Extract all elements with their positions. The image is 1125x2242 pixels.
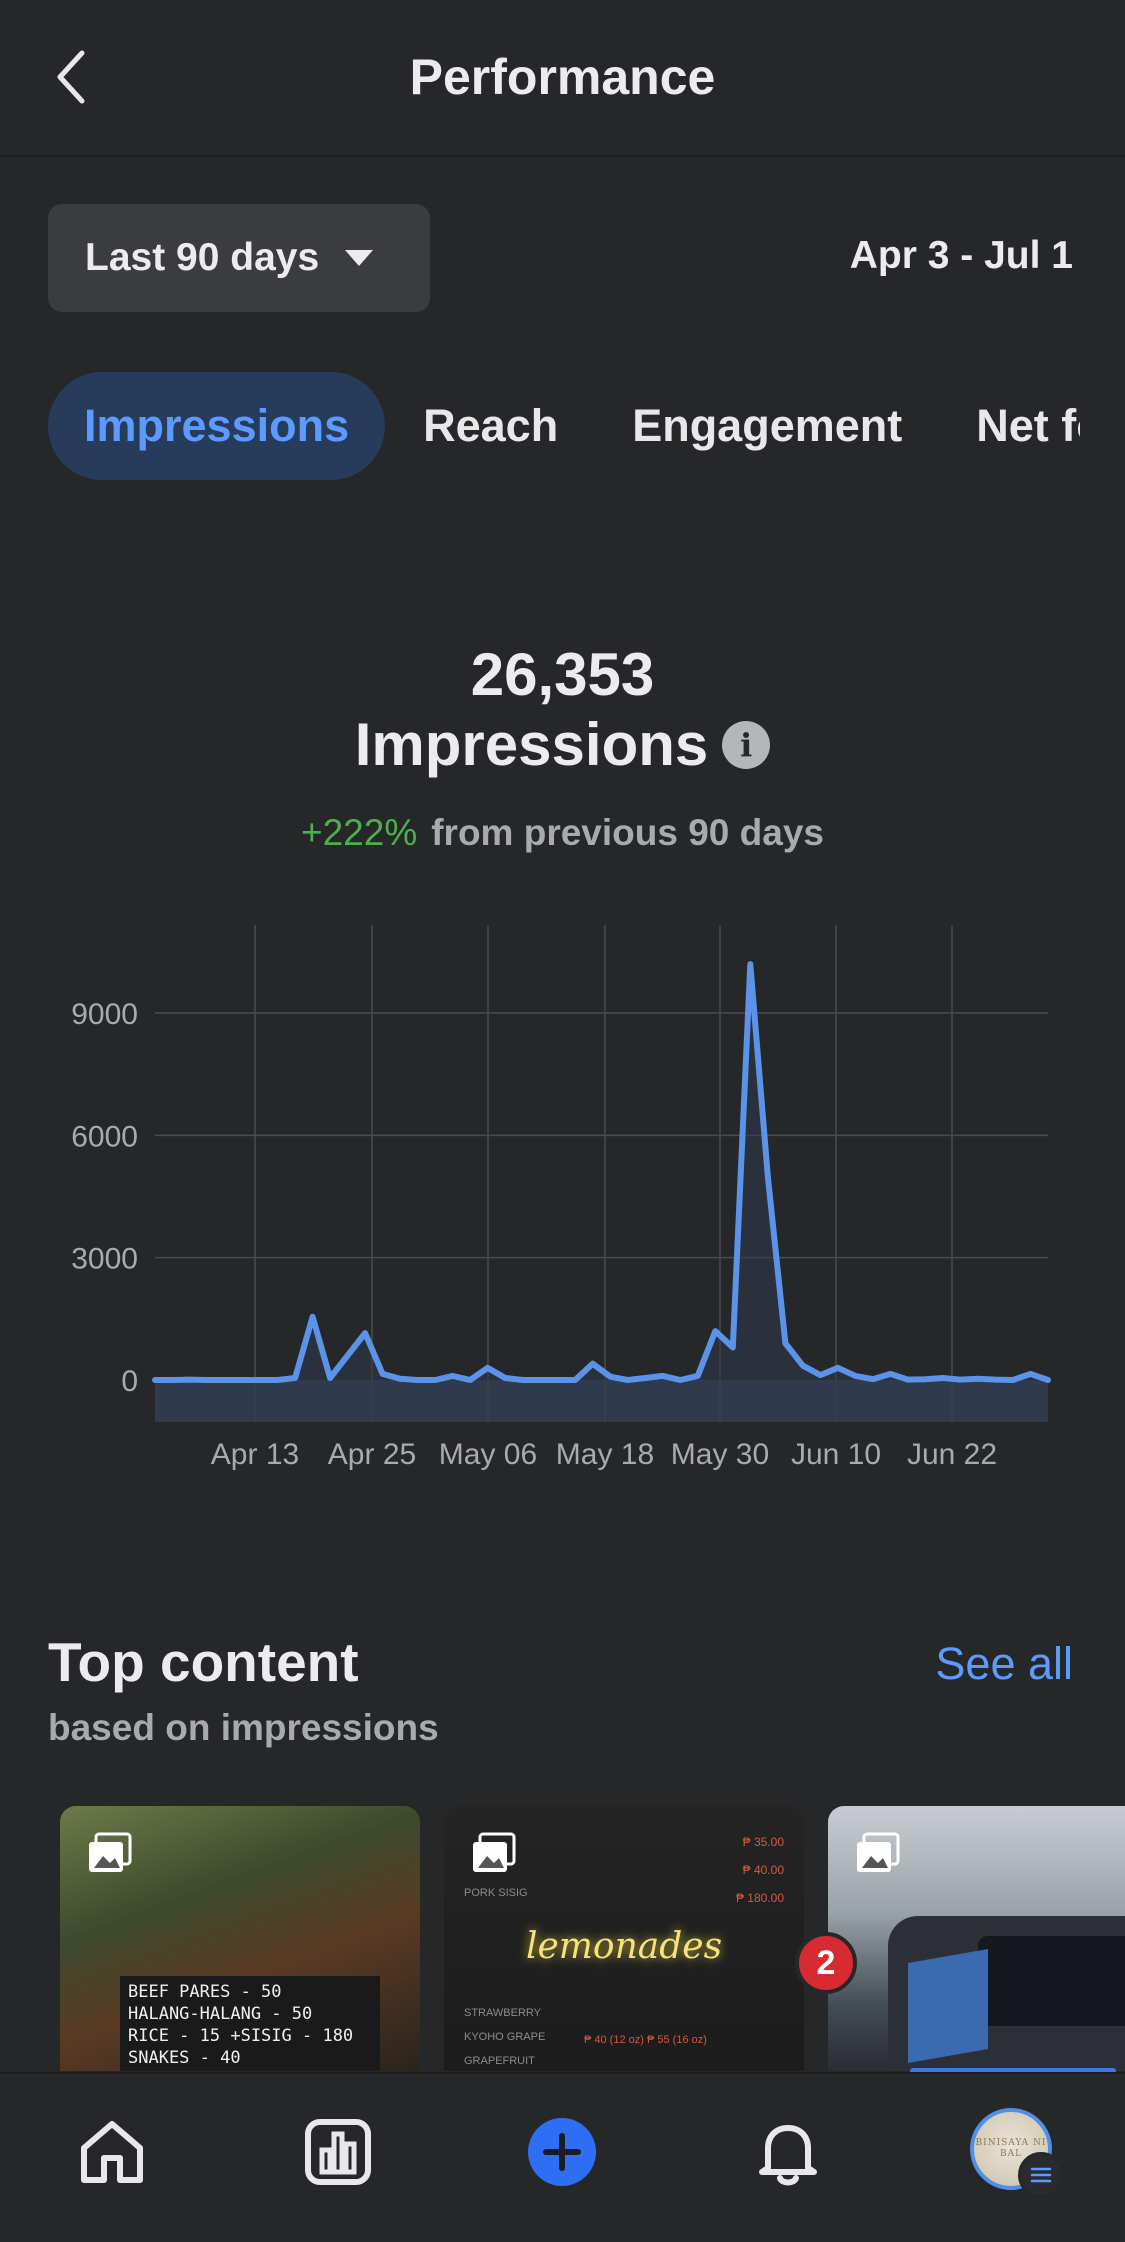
notification-badge: 2 bbox=[795, 1932, 857, 1994]
section-subtitle: based on impressions bbox=[48, 1707, 439, 1749]
bottom-nav bbox=[0, 2072, 1125, 2242]
section-title: Top content bbox=[48, 1630, 359, 1694]
create-icon bbox=[524, 2114, 600, 2190]
menu-icon[interactable] bbox=[1018, 2152, 1064, 2198]
x-tick-label: Apr 13 bbox=[211, 1438, 299, 1471]
date-range-label: Last 90 days bbox=[85, 236, 319, 280]
change-percent: +222% bbox=[301, 812, 417, 853]
card-line: HALANG-HALANG - 50 bbox=[128, 2003, 353, 2025]
card-line: RICE - 15 +SISIG - 180 bbox=[128, 2025, 353, 2047]
header: Performance bbox=[0, 0, 1125, 157]
nav-home[interactable] bbox=[72, 2112, 152, 2192]
top-content-carousel: BEEF PARES - 50 HALANG-HALANG - 50 RICE … bbox=[60, 1806, 1125, 2071]
x-tick-label: Apr 25 bbox=[328, 1438, 416, 1471]
date-range-dropdown[interactable]: Last 90 days bbox=[48, 204, 430, 312]
tab-impressions[interactable]: Impressions bbox=[48, 372, 385, 480]
card-text: BEEF PARES - 50 HALANG-HALANG - 50 RICE … bbox=[128, 1981, 353, 2069]
card-line: KYOHO GRAPE bbox=[464, 2025, 545, 2049]
content-card[interactable]: PORK SISIG ₱ 35.00 ₱ 40.00 ₱ 180.00 lemo… bbox=[444, 1806, 804, 2071]
page-title: Performance bbox=[0, 48, 1125, 106]
impressions-label: Impressions bbox=[355, 710, 708, 779]
card-menu-left: PORK SISIG bbox=[464, 1881, 528, 1905]
date-range-text: Apr 3 - Jul 1 bbox=[850, 234, 1073, 278]
home-icon bbox=[74, 2114, 150, 2190]
caret-down-icon bbox=[345, 250, 373, 266]
y-tick-label: 9000 bbox=[71, 998, 138, 1031]
y-tick-label: 3000 bbox=[71, 1243, 138, 1276]
photo-post-icon bbox=[470, 1830, 518, 1876]
change-text: from previous 90 days bbox=[431, 812, 824, 853]
x-tick-label: Jun 22 bbox=[907, 1438, 997, 1471]
photo-post-icon bbox=[854, 1830, 902, 1876]
info-icon[interactable]: i bbox=[722, 721, 770, 769]
card-menu-bottom: STRAWBERRY KYOHO GRAPE GRAPEFRUIT bbox=[464, 2001, 545, 2071]
x-tick-label: Jun 10 bbox=[791, 1438, 881, 1471]
nav-create[interactable] bbox=[522, 2112, 602, 2192]
card-line: STRAWBERRY bbox=[464, 2001, 545, 2025]
series-area bbox=[155, 964, 1048, 1422]
car-trunk bbox=[978, 1936, 1125, 2026]
card-line: GRAPEFRUIT bbox=[464, 2049, 545, 2071]
tab-engagement[interactable]: Engagement bbox=[596, 372, 938, 480]
card-line: BEEF PARES - 50 bbox=[128, 1981, 353, 2003]
change-row: +222% from previous 90 days bbox=[0, 812, 1125, 854]
card-script-text: lemonades bbox=[444, 1926, 804, 1967]
content-card[interactable] bbox=[828, 1806, 1125, 2071]
tab-net-followers[interactable]: Net followers bbox=[940, 372, 1080, 480]
card-price: ₱ 40 (12 oz) ₱ 55 (16 oz) bbox=[584, 2034, 707, 2046]
nav-insights[interactable] bbox=[298, 2112, 378, 2192]
x-tick-label: May 18 bbox=[556, 1438, 654, 1471]
photo-post-icon bbox=[86, 1830, 134, 1876]
see-all-link[interactable]: See all bbox=[935, 1638, 1073, 1690]
card-line: ₱ 180.00 bbox=[736, 1884, 784, 1912]
x-tick-label: May 06 bbox=[439, 1438, 537, 1471]
content-card[interactable]: BEEF PARES - 50 HALANG-HALANG - 50 RICE … bbox=[60, 1806, 420, 2071]
bell-icon bbox=[750, 2114, 826, 2190]
y-tick-label: 6000 bbox=[71, 1120, 138, 1153]
nav-notifications[interactable] bbox=[748, 2112, 828, 2192]
x-tick-label: May 30 bbox=[671, 1438, 769, 1471]
card-line: ₱ 35.00 bbox=[736, 1828, 784, 1856]
card-line: PORK SISIG bbox=[464, 1881, 528, 1905]
tab-reach[interactable]: Reach bbox=[387, 372, 594, 480]
impressions-chart: 0 3000 6000 9000 Apr 13 Apr 25 May 06 May 18 May… bbox=[0, 900, 1125, 1500]
impressions-label-row: Impressions i bbox=[0, 710, 1125, 779]
card-line: SNAKES - 40 bbox=[128, 2047, 353, 2069]
insights-icon bbox=[300, 2114, 376, 2190]
impressions-total: 26,353 bbox=[0, 640, 1125, 709]
card-menu-right: ₱ 35.00 ₱ 40.00 ₱ 180.00 bbox=[736, 1828, 784, 1912]
card-line: ₱ 40.00 bbox=[736, 1856, 784, 1884]
series-line bbox=[155, 964, 1048, 1380]
y-tick-label: 0 bbox=[121, 1365, 138, 1398]
car-banner bbox=[908, 1949, 988, 2063]
